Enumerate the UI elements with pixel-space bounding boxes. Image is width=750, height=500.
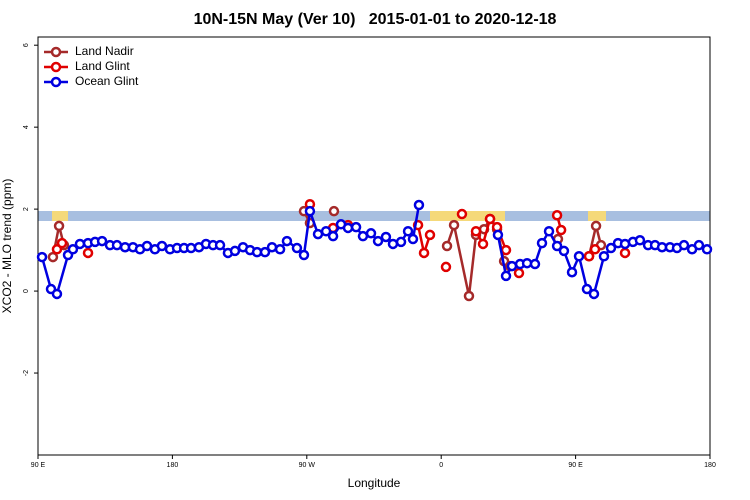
data-point [395,236,407,248]
data-point [365,228,377,239]
y-tick-label: 2 [23,207,30,211]
data-point [701,244,713,255]
legend-marker [50,61,62,73]
legend-label: Land Glint [75,59,130,73]
map-strip [38,211,710,221]
data-point [573,250,585,262]
data-point [328,205,340,217]
data-point [402,225,414,237]
x-tick-label: 90 E [31,462,46,469]
data-point [36,251,48,263]
x-tick-label: 0 [439,462,443,469]
data-point [51,288,63,300]
data-point [387,238,399,250]
data-point [298,249,310,261]
x-tick-label: 180 [167,462,179,469]
data-point [441,240,453,252]
data-point [327,230,339,242]
data-point [53,220,65,232]
y-tick-label: -2 [23,370,30,376]
data-point [281,235,293,247]
data-point [551,210,563,221]
data-point [418,247,430,259]
legend-marker [50,46,62,58]
data-point [456,208,468,220]
data-point [440,261,452,273]
data-point [413,199,425,211]
data-point [529,258,541,270]
y-tick-label: 6 [23,43,30,47]
data-point [229,245,241,257]
legend-marker [50,76,62,88]
data-point [214,239,226,251]
map-land [52,211,68,221]
data-point [693,239,705,251]
data-point [678,239,690,251]
data-point [588,288,600,300]
chart-title: 10N-15N May (Ver 10) 2015-01-01 to 2020-… [194,11,557,28]
data-point [74,238,86,250]
data-point [566,266,578,278]
data-point [274,244,286,255]
x-tick-label: 90 W [299,462,316,469]
data-point [372,235,384,247]
data-point [551,240,563,252]
data-point [342,222,354,234]
data-point [291,242,303,254]
data-point [448,219,460,231]
data-point [555,224,567,236]
data-point [312,228,324,240]
data-point [500,244,512,256]
data-point [583,250,595,262]
data-point [96,235,108,247]
data-point [56,237,68,249]
data-point [67,244,79,255]
x-axis-label: Longitude [348,476,401,490]
data-point [619,247,631,259]
data-point [320,225,332,237]
data-point [589,244,601,255]
data-point [590,220,602,232]
data-point [634,235,646,246]
data-point [605,242,617,254]
map-land [430,211,505,221]
data-point [407,233,419,245]
y-tick-label: 0 [23,289,30,293]
data-point [558,245,570,257]
data-point [470,225,482,237]
x-tick-label: 90 E [568,462,583,469]
data-point [156,240,168,252]
data-point [513,267,525,279]
data-point [463,290,475,302]
data-point [304,205,316,217]
y-axis-label: XCO2 - MLO trend (ppm) [0,179,14,314]
map-land [588,211,606,221]
data-point [350,221,362,233]
legend-label: Land Nadir [75,44,134,58]
data-point [500,270,512,282]
data-point [484,213,496,225]
y-tick-label: 4 [23,125,30,129]
data-point [111,239,123,251]
data-point [536,237,548,249]
data-point [492,229,504,241]
data-point [266,241,278,253]
data-point [598,250,610,262]
legend-label: Ocean Glint [75,74,139,88]
data-point [357,230,369,242]
data-point [477,238,489,250]
data-point [82,247,94,259]
x-tick-label: 180 [704,462,716,469]
data-point [543,225,555,237]
data-point [581,283,593,295]
data-point [380,231,392,243]
data-point [506,260,518,272]
data-point [47,251,59,263]
series-line [51,210,603,297]
data-point [259,246,271,258]
data-point [424,229,436,241]
